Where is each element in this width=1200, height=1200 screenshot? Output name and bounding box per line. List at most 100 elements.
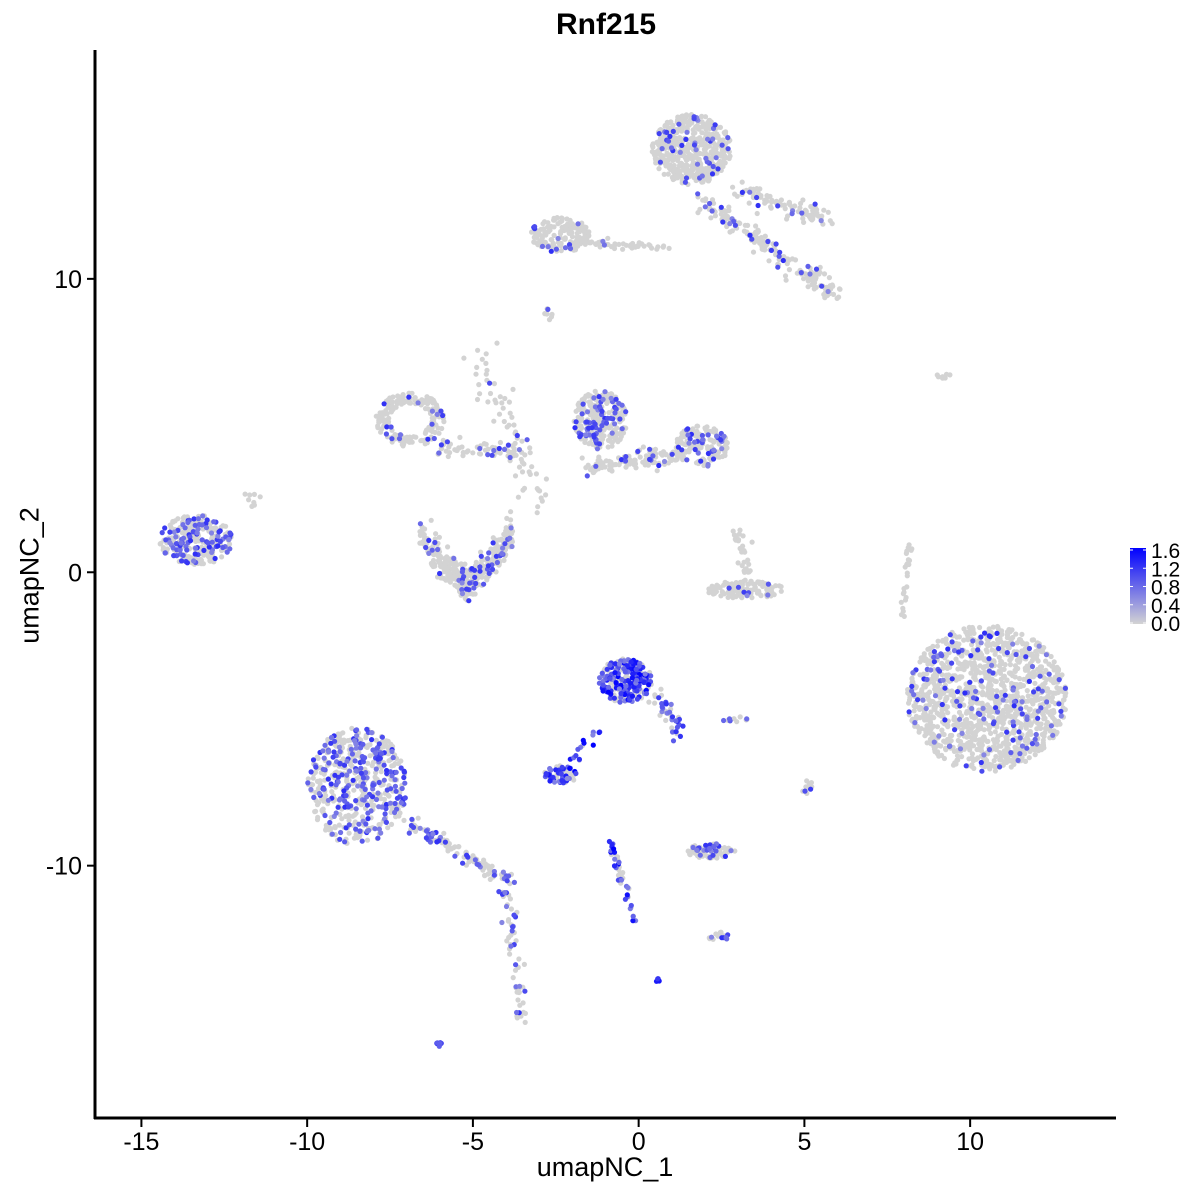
cell-point bbox=[1018, 725, 1024, 731]
cell-point bbox=[695, 124, 702, 130]
cell-point-expressing bbox=[363, 821, 369, 827]
cell-point-expressing bbox=[709, 171, 716, 177]
cell-point-expressing bbox=[622, 458, 629, 464]
cell-point bbox=[551, 232, 557, 238]
cell-point-expressing bbox=[947, 743, 953, 749]
cell-point bbox=[921, 656, 927, 662]
cell-point bbox=[496, 411, 503, 417]
cell-point bbox=[760, 246, 766, 252]
cell-point-expressing bbox=[1037, 673, 1043, 679]
cell-point-expressing bbox=[1024, 745, 1030, 751]
cell-point-expressing bbox=[490, 540, 496, 546]
cell-point-expressing bbox=[942, 717, 948, 723]
cell-point bbox=[748, 578, 754, 584]
cell-point bbox=[758, 592, 764, 598]
cell-point-expressing bbox=[553, 246, 560, 252]
cell-point bbox=[452, 447, 458, 453]
cell-point bbox=[964, 716, 970, 723]
cell-point-expressing bbox=[373, 766, 379, 772]
cell-point bbox=[721, 582, 727, 588]
cell-point bbox=[664, 152, 670, 158]
cell-point bbox=[1023, 704, 1029, 710]
cell-point bbox=[609, 391, 615, 397]
cell-point-expressing bbox=[494, 559, 500, 566]
cell-point bbox=[925, 661, 931, 667]
cell-point-expressing bbox=[939, 701, 945, 708]
cell-point bbox=[1013, 631, 1019, 637]
cell-point bbox=[656, 166, 662, 172]
cell-point-expressing bbox=[931, 649, 938, 655]
cell-point-expressing bbox=[975, 647, 981, 653]
cell-point bbox=[247, 492, 253, 498]
cell-point bbox=[406, 390, 412, 396]
cell-point bbox=[810, 207, 816, 214]
cell-point bbox=[722, 850, 728, 856]
cell-point bbox=[1043, 658, 1049, 664]
cell-point bbox=[922, 727, 928, 733]
cell-point-expressing bbox=[720, 219, 726, 225]
cell-point bbox=[491, 418, 497, 424]
cell-point-expressing bbox=[548, 248, 554, 254]
cell-point bbox=[922, 733, 928, 739]
cell-point bbox=[561, 236, 568, 242]
cell-point bbox=[653, 160, 659, 166]
cell-point bbox=[405, 435, 411, 441]
cell-point-expressing bbox=[162, 550, 168, 556]
cell-point bbox=[198, 556, 204, 562]
cell-point bbox=[973, 729, 979, 735]
cell-point bbox=[397, 810, 403, 816]
cell-point bbox=[479, 356, 485, 362]
cell-point-expressing bbox=[650, 453, 656, 459]
cell-point bbox=[546, 229, 552, 235]
cell-point-expressing bbox=[957, 703, 963, 709]
cell-point-expressing bbox=[346, 822, 352, 828]
cell-point-expressing bbox=[322, 812, 328, 819]
cell-point-expressing bbox=[618, 457, 625, 463]
cell-point bbox=[441, 419, 447, 425]
cell-point bbox=[971, 674, 977, 681]
cell-point bbox=[592, 388, 598, 394]
cell-point bbox=[430, 557, 437, 564]
cell-point-expressing bbox=[178, 540, 184, 546]
cell-point bbox=[373, 737, 379, 743]
cell-point-expressing bbox=[363, 770, 369, 776]
cell-point-expressing bbox=[592, 421, 598, 427]
cell-point-expressing bbox=[206, 544, 212, 550]
cell-point bbox=[457, 434, 463, 440]
cell-point-expressing bbox=[949, 639, 955, 645]
cell-point bbox=[436, 430, 442, 436]
cell-point bbox=[682, 155, 689, 161]
cell-point-expressing bbox=[954, 698, 960, 704]
cell-point bbox=[1008, 714, 1014, 720]
cell-point bbox=[519, 438, 525, 444]
cell-point-expressing bbox=[980, 705, 986, 712]
cell-point-expressing bbox=[402, 795, 408, 801]
cell-point bbox=[834, 295, 840, 301]
cell-point bbox=[435, 425, 441, 431]
cell-point bbox=[716, 454, 723, 460]
cell-point bbox=[438, 563, 444, 570]
cell-point-expressing bbox=[1004, 729, 1010, 735]
cell-point-expressing bbox=[978, 759, 984, 766]
cell-point bbox=[582, 439, 588, 445]
cell-point bbox=[579, 455, 585, 461]
cell-point bbox=[941, 690, 947, 696]
cell-point bbox=[952, 717, 959, 723]
cell-point bbox=[815, 213, 821, 219]
cell-point bbox=[527, 471, 533, 477]
cell-point-expressing bbox=[389, 773, 395, 779]
cell-point bbox=[998, 718, 1004, 724]
cell-point-expressing bbox=[423, 544, 429, 551]
cell-point-expressing bbox=[749, 236, 755, 242]
cell-point-expressing bbox=[227, 530, 233, 536]
cell-point-expressing bbox=[670, 128, 676, 134]
cell-point-expressing bbox=[532, 224, 538, 230]
cell-point bbox=[535, 504, 541, 510]
cell-point bbox=[731, 716, 737, 722]
cell-point bbox=[1014, 640, 1020, 646]
cell-point bbox=[1049, 663, 1055, 669]
cell-point-expressing bbox=[392, 809, 398, 816]
cell-point bbox=[683, 112, 690, 118]
cell-point-expressing bbox=[1035, 715, 1041, 721]
cell-point-expressing bbox=[612, 410, 618, 416]
